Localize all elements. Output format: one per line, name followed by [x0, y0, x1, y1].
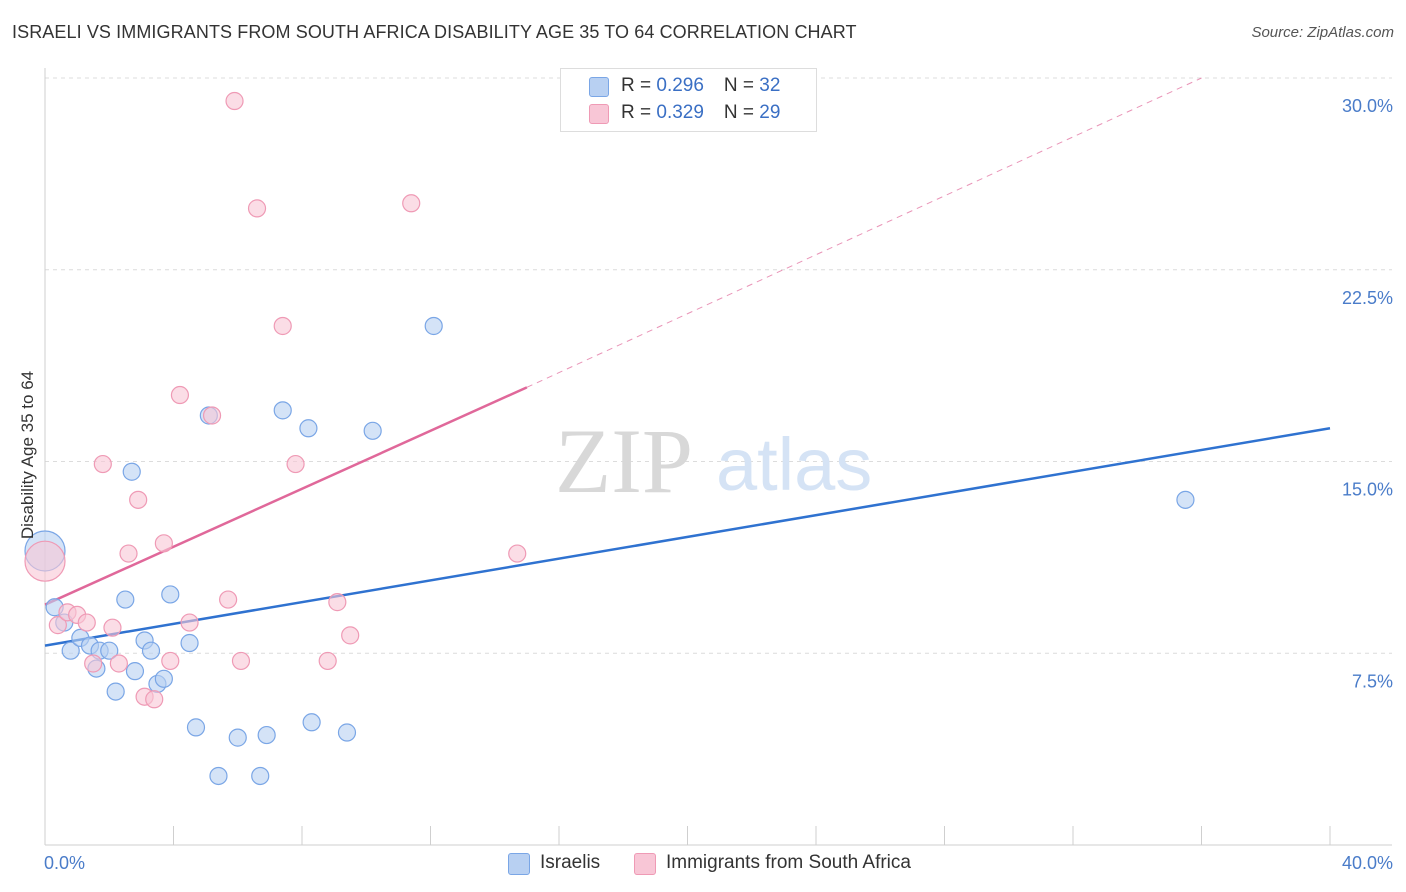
point-immigrants [129, 490, 148, 509]
trend-line-1 [44, 386, 528, 606]
point-immigrants [219, 590, 238, 609]
point-immigrants [170, 385, 190, 405]
point-immigrants [231, 651, 251, 671]
point-immigrants [180, 613, 199, 632]
tick-labels: 7.5% 15.0% 22.5% 30.0% 0.0% 40.0% [44, 96, 1393, 873]
y-tick-label: 22.5% [1342, 288, 1393, 308]
legend-n-value-israelis: 32 [759, 75, 781, 96]
point-immigrants [84, 654, 103, 673]
bottom-legend-label-immigrants: Immigrants from South Africa [666, 852, 911, 873]
point-israelis [299, 419, 318, 438]
point-immigrants [24, 540, 66, 582]
point-immigrants [154, 534, 173, 553]
point-israelis [251, 766, 270, 786]
point-immigrants [508, 544, 527, 563]
legend-n-label-israelis: N = [723, 75, 760, 96]
legend-n-value-immigrants: 29 [759, 102, 781, 123]
legend-r-label-immigrants: R = [621, 102, 657, 123]
point-israelis [125, 662, 145, 681]
legend-text-immigrants: R = 0.329 N = 29 [621, 102, 780, 124]
point-israelis [257, 725, 276, 745]
legend-text-israelis: R = 0.296 N = 32 [621, 75, 780, 97]
point-israelis [141, 641, 161, 660]
legend-r-value-immigrants: 0.329 [656, 102, 704, 123]
point-israelis [154, 669, 173, 688]
point-israelis [116, 590, 135, 609]
point-immigrants [225, 91, 244, 111]
point-israelis [424, 316, 443, 336]
point-israelis [273, 401, 292, 420]
point-immigrants [48, 616, 67, 635]
y-tick-label: 30.0% [1342, 96, 1393, 116]
point-immigrants [286, 454, 305, 474]
x-tick-label: 40.0% [1342, 853, 1393, 873]
grid-lines [45, 77, 1392, 654]
point-immigrants [247, 199, 267, 218]
legend-swatch-immigrants [589, 104, 609, 124]
legend-swatch-israelis [589, 77, 609, 97]
point-israelis [106, 682, 125, 701]
point-israelis [337, 723, 357, 742]
bottom-legend-label-israelis: Israelis [540, 852, 601, 873]
y-axis-label: Disability Age 35 to 64 [18, 371, 37, 539]
point-immigrants [103, 618, 122, 637]
point-immigrants [341, 626, 360, 645]
point-israelis [228, 728, 247, 747]
y-tick-label: 15.0% [1342, 480, 1393, 500]
point-israelis [100, 641, 119, 660]
data-points [24, 91, 1195, 786]
point-immigrants [145, 690, 164, 709]
chart-title: ISRAELI VS IMMIGRANTS FROM SOUTH AFRICA … [12, 22, 857, 42]
point-israelis [1176, 490, 1195, 509]
trend-line-0 [44, 427, 1331, 647]
x-tick-label: 0.0% [44, 853, 85, 873]
point-israelis [186, 718, 206, 737]
watermark-zip: ZIP [555, 410, 693, 512]
point-israelis [363, 421, 382, 440]
legend-n-label-immigrants: N = [723, 102, 760, 123]
point-israelis [180, 633, 199, 653]
bottom-legend-swatch-israelis [508, 853, 530, 875]
legend-r-label-israelis: R = [621, 75, 657, 96]
point-immigrants [328, 593, 347, 612]
point-israelis [161, 585, 180, 604]
bottom-legend-swatch-immigrants [634, 853, 656, 875]
legend-r-value-israelis: 0.296 [656, 75, 704, 96]
watermark-atlas: atlas [716, 423, 872, 506]
y-tick-label: 7.5% [1352, 671, 1393, 691]
point-israelis [302, 713, 321, 732]
point-immigrants [273, 316, 292, 336]
point-immigrants [109, 654, 128, 673]
point-immigrants [402, 194, 421, 213]
trend-extension-1 [526, 77, 1202, 388]
point-immigrants [318, 651, 337, 671]
point-immigrants [202, 406, 222, 425]
point-immigrants [161, 651, 180, 671]
trend-lines [44, 77, 1331, 647]
point-immigrants [77, 613, 96, 632]
point-immigrants [93, 454, 112, 474]
point-israelis [122, 462, 141, 481]
point-israelis [209, 766, 228, 786]
stats-legend: R = 0.296 N = 32 R = 0.329 N = 29 [560, 68, 817, 132]
source-label: Source: ZipAtlas.com [1251, 24, 1394, 41]
point-israelis [61, 641, 80, 660]
axes [44, 68, 1392, 846]
point-immigrants [119, 544, 138, 563]
